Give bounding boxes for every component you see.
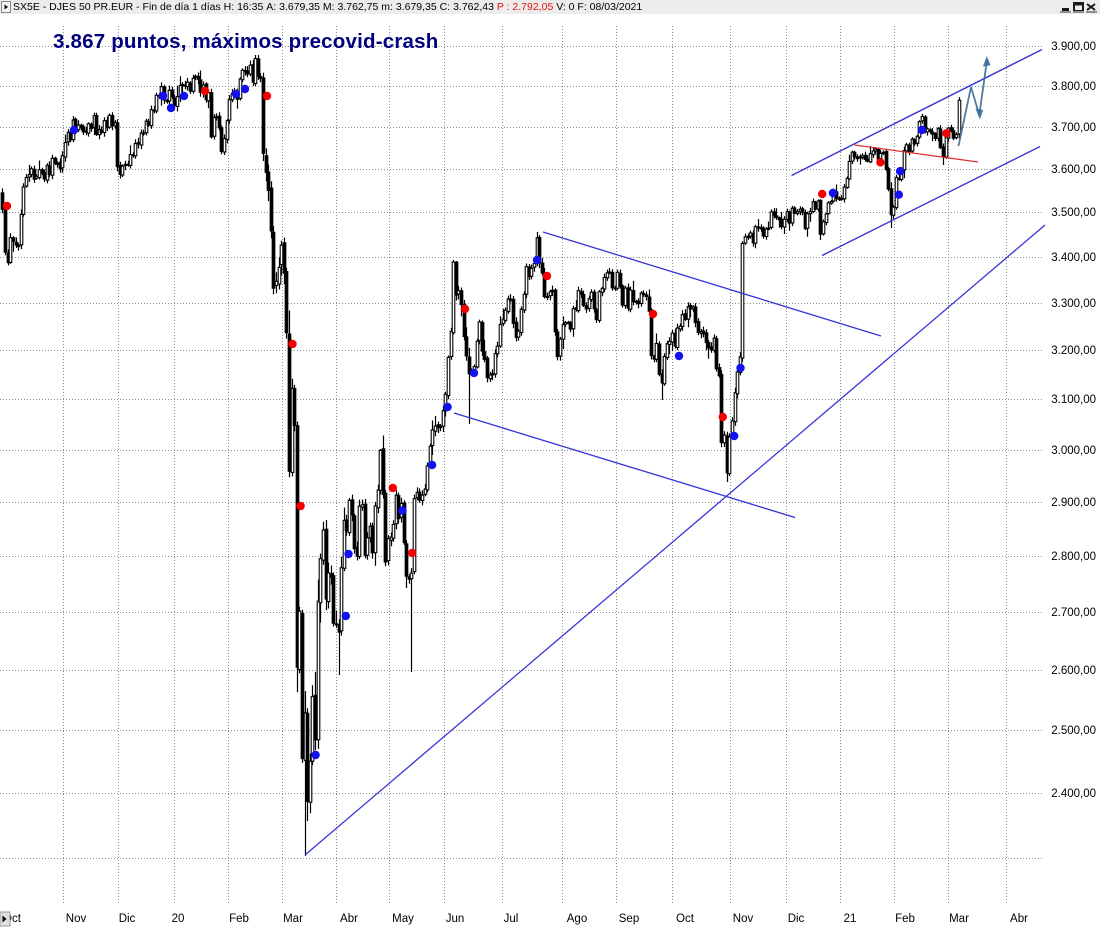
svg-text:2.900,00: 2.900,00: [1051, 497, 1096, 509]
svg-text:3.100,00: 3.100,00: [1051, 394, 1096, 406]
svg-text:Sep: Sep: [619, 913, 639, 925]
svg-text:2.700,00: 2.700,00: [1051, 607, 1096, 619]
svg-text:Jun: Jun: [446, 913, 465, 925]
svg-text:Ago: Ago: [567, 913, 587, 925]
svg-text:Dic: Dic: [119, 913, 136, 925]
svg-text:2.500,00: 2.500,00: [1051, 725, 1096, 737]
svg-text:3.700,00: 3.700,00: [1051, 122, 1096, 134]
svg-text:Mar: Mar: [283, 913, 303, 925]
svg-text:2.400,00: 2.400,00: [1051, 788, 1096, 800]
svg-text:2.800,00: 2.800,00: [1051, 551, 1096, 563]
svg-text:Feb: Feb: [229, 913, 249, 925]
svg-text:Feb: Feb: [895, 913, 915, 925]
svg-text:21: 21: [844, 913, 857, 925]
svg-text:Oct: Oct: [676, 913, 695, 925]
svg-text:Abr: Abr: [340, 913, 358, 925]
svg-text:Nov: Nov: [66, 913, 87, 925]
svg-text:2.600,00: 2.600,00: [1051, 665, 1096, 677]
svg-text:3.900,00: 3.900,00: [1051, 41, 1096, 53]
svg-text:Abr: Abr: [1010, 913, 1028, 925]
svg-text:Mar: Mar: [949, 913, 969, 925]
svg-text:3.800,00: 3.800,00: [1051, 81, 1096, 93]
svg-text:3.400,00: 3.400,00: [1051, 252, 1096, 264]
svg-text:Nov: Nov: [733, 913, 754, 925]
svg-text:Jul: Jul: [504, 913, 519, 925]
svg-text:3.000,00: 3.000,00: [1051, 445, 1096, 457]
svg-text:20: 20: [172, 913, 185, 925]
svg-text:3.200,00: 3.200,00: [1051, 345, 1096, 357]
svg-text:3.300,00: 3.300,00: [1051, 298, 1096, 310]
svg-text:3.500,00: 3.500,00: [1051, 207, 1096, 219]
svg-text:3.600,00: 3.600,00: [1051, 164, 1096, 176]
svg-text:Dic: Dic: [788, 913, 805, 925]
svg-text:May: May: [392, 913, 414, 925]
